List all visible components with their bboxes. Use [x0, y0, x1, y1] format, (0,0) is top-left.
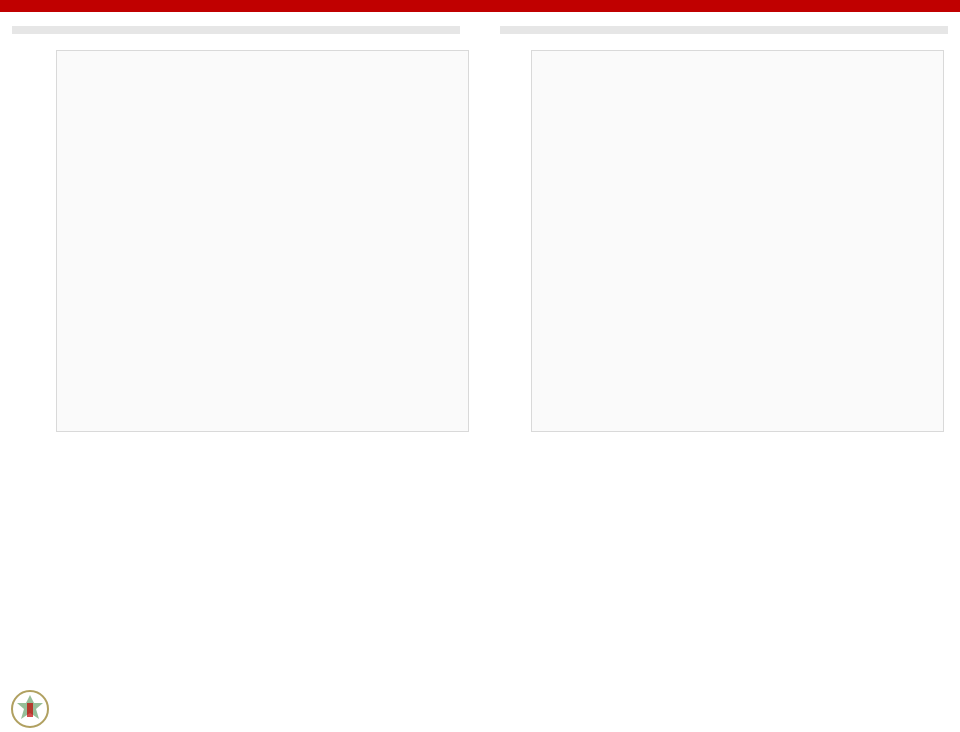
plot-bg: [56, 50, 469, 432]
subhead-left: [12, 26, 460, 34]
chart-right: [485, 40, 950, 460]
chart-left: [10, 40, 475, 460]
subhead-row: [0, 26, 960, 40]
emblem-icon: [0, 689, 60, 729]
subhead-right: [500, 26, 948, 34]
charts-row: [0, 40, 960, 460]
page-title: [0, 0, 960, 12]
footer: [0, 686, 960, 732]
intro-text: [0, 12, 960, 26]
plot-bg: [531, 50, 944, 432]
agency-name: [60, 698, 910, 721]
